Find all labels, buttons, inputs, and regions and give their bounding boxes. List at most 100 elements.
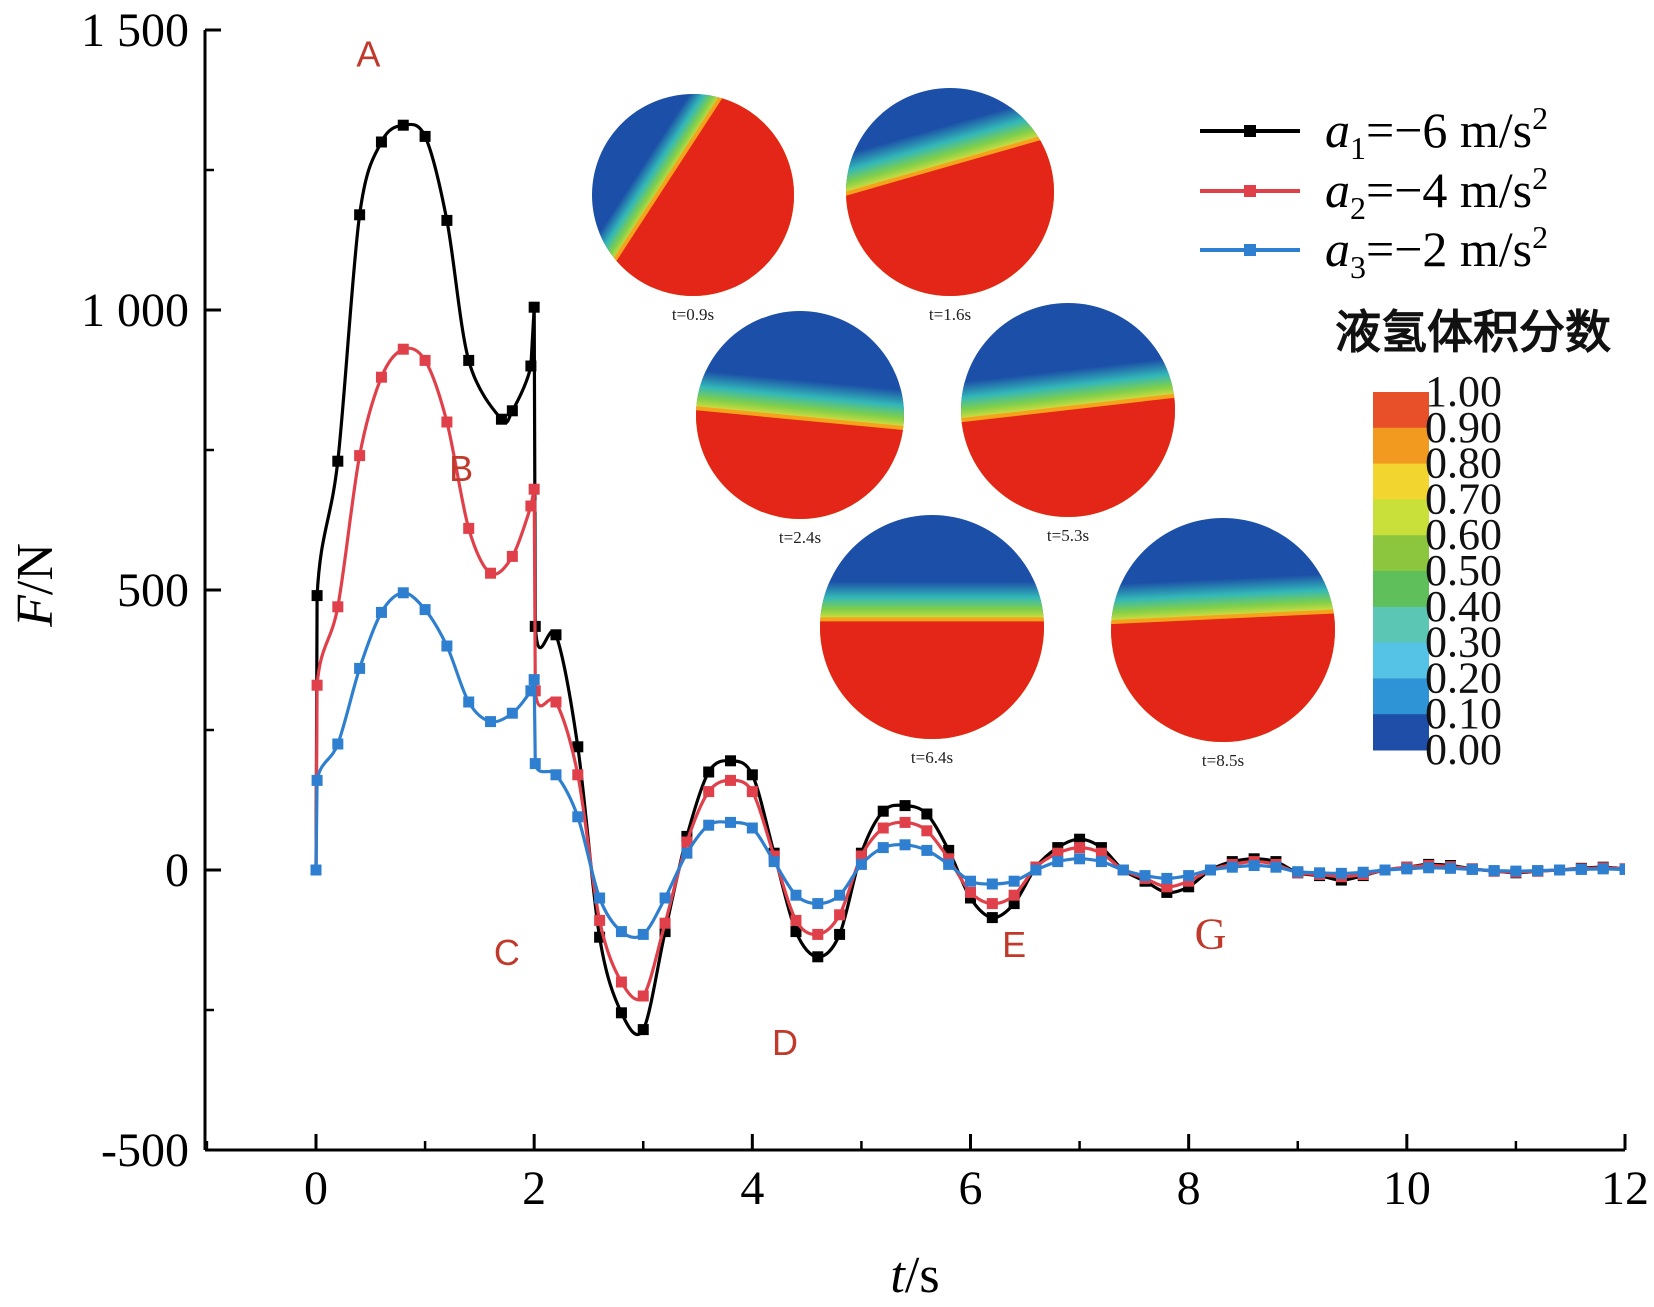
annotation-label: D (772, 1022, 798, 1063)
series-marker (746, 786, 758, 798)
snapshot-4: t=5.3s (961, 303, 1175, 545)
series-marker (332, 455, 344, 467)
series-marker (615, 976, 627, 988)
series-marker (485, 567, 497, 579)
series-marker (550, 769, 562, 781)
series-marker (1052, 842, 1064, 854)
series-marker (637, 1024, 649, 1036)
x-tick-label: 10 (1383, 1162, 1431, 1215)
y-tick-label: 1 500 (81, 4, 189, 57)
series-marker (790, 914, 802, 926)
series-marker (812, 898, 824, 910)
colorbar-label: 0.50 (1425, 546, 1502, 595)
series-marker (637, 990, 649, 1002)
snapshot-time-label: t=8.5s (1202, 751, 1244, 770)
colorbar-label: 0.90 (1425, 403, 1502, 452)
series-marker (1488, 865, 1500, 877)
series-marker (1095, 856, 1107, 868)
series-marker (419, 354, 431, 366)
series-marker (1008, 889, 1020, 901)
colorbar: 液氢体积分数1.000.900.800.700.600.500.400.300.… (1335, 305, 1611, 774)
series-marker (1292, 866, 1304, 878)
series-marker (659, 917, 671, 929)
series-marker (1095, 847, 1107, 859)
series-marker (354, 662, 366, 674)
series-marker (1008, 898, 1020, 910)
x-axis-label: t/s (890, 1247, 939, 1304)
legend-item-2: a2=−4 m/s2 (1200, 160, 1548, 226)
legend-item-1: a1=−6 m/s2 (1200, 100, 1548, 166)
series-marker (528, 483, 540, 495)
series-marker (550, 629, 562, 641)
legend-label: a3=−2 m/s2 (1325, 219, 1548, 285)
series-marker (332, 601, 344, 613)
series-marker (943, 844, 955, 856)
series-marker (572, 811, 584, 823)
series-marker (1314, 867, 1326, 879)
series-marker (1161, 881, 1173, 893)
series-marker (441, 214, 453, 226)
series-marker (1139, 870, 1151, 882)
series-marker (525, 685, 537, 697)
series-marker (1597, 863, 1609, 875)
series-marker (572, 741, 584, 753)
series-marker (1074, 833, 1086, 845)
series-marker (397, 119, 409, 131)
series-marker (1008, 875, 1020, 887)
series-marker (746, 822, 758, 834)
series-marker (1117, 864, 1129, 876)
y-tick-label: 500 (117, 564, 189, 617)
colorbar-swatch (1373, 571, 1429, 608)
series-marker (1335, 867, 1347, 879)
series-marker (834, 889, 846, 901)
series-marker (965, 892, 976, 904)
annotation-label: G (1195, 909, 1227, 958)
legend-item-3: a3=−2 m/s2 (1200, 219, 1548, 285)
y-axis-label: F/N (7, 543, 64, 628)
snapshot-time-label: t=1.6s (929, 305, 971, 324)
snapshot-field (1111, 518, 1335, 742)
series-marker (311, 774, 323, 786)
series-marker (943, 853, 955, 865)
series-marker (877, 805, 889, 817)
annotation-label: B (449, 448, 473, 489)
series-marker (790, 926, 802, 938)
series-marker (525, 360, 537, 372)
series-marker (594, 892, 606, 904)
series-marker (310, 864, 322, 876)
series-marker (1183, 870, 1195, 882)
series-marker (1423, 862, 1435, 874)
colorbar-swatch (1373, 392, 1429, 429)
legend-swatch-marker (1244, 244, 1256, 256)
x-tick-label: 2 (522, 1162, 546, 1215)
colorbar-swatch (1373, 606, 1429, 644)
series-marker (855, 850, 867, 862)
snapshot-field (961, 303, 1175, 517)
series-marker (1204, 864, 1216, 876)
series-marker (986, 878, 998, 890)
snapshot-6: t=8.5s (1111, 518, 1335, 770)
axes: 1 500 1 000 500 0 -500 0 2 4 6 8 10 12 t/s F/N (7, 4, 1649, 1304)
series-marker (1444, 862, 1456, 874)
series-marker (834, 909, 846, 921)
y-tick-label: 0 (165, 844, 189, 897)
series-marker (311, 679, 323, 691)
colorbar-swatch (1373, 642, 1429, 679)
series-marker (834, 928, 846, 940)
colorbar-label: 0.30 (1425, 618, 1502, 667)
series-marker (397, 587, 409, 599)
series-marker (1357, 866, 1369, 878)
series-marker (1052, 856, 1064, 868)
series-marker (463, 354, 475, 366)
series-marker (921, 844, 933, 856)
series-marker (1183, 881, 1195, 893)
series-marker (1161, 886, 1173, 898)
legend-label: a2=−4 m/s2 (1325, 160, 1548, 226)
series-marker (855, 858, 867, 870)
colorbar-swatch (1373, 427, 1429, 465)
series-marker (441, 416, 453, 428)
series-marker (921, 808, 933, 820)
colorbar-label: 0.60 (1425, 510, 1502, 559)
snapshot-field (696, 311, 904, 519)
colorbar-swatch (1373, 463, 1429, 500)
